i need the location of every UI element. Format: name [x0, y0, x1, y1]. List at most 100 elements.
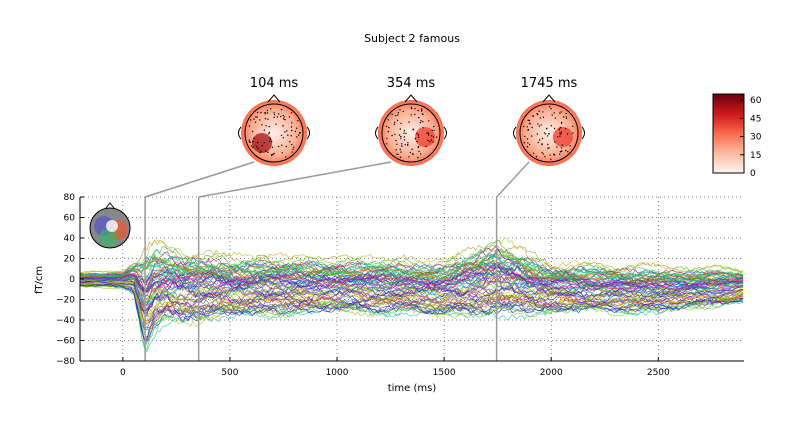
topomap-sensor: [430, 139, 433, 141]
topomap-sensor: [397, 112, 400, 114]
topomap-sensor: [420, 110, 423, 112]
topomap-sensor: [528, 122, 531, 125]
topomap-sensor: [427, 132, 430, 134]
topomap-sensor: [547, 147, 549, 149]
topomap-sensor: [550, 158, 552, 160]
x-tick-label: 500: [221, 368, 238, 378]
topomap-sensor: [252, 140, 254, 143]
topomap-sensor: [403, 130, 406, 132]
y-tick-label: 80: [64, 193, 76, 203]
topomap-sensor: [403, 132, 405, 134]
y-tick-label: 20: [64, 255, 76, 265]
channel-trace: [80, 284, 744, 331]
topomap-sensor: [252, 146, 254, 149]
legend-wheel-white: [106, 220, 118, 232]
topomap-sensor: [264, 118, 267, 120]
topomap-sensor: [420, 108, 423, 110]
topomap-sensor: [255, 116, 257, 118]
topomap-field: [378, 100, 444, 166]
topomap-sensor: [418, 117, 420, 119]
topomap-nose: [404, 94, 418, 103]
channel-trace: [80, 283, 744, 341]
topomap-sensor: [285, 156, 287, 158]
topomap-sensor: [569, 145, 571, 147]
topomap-sensor: [410, 114, 412, 116]
topomap-sensor: [283, 116, 285, 118]
topomap-sensor: [561, 150, 563, 152]
topomap-sensor: [386, 143, 388, 145]
topomap-sensor: [290, 112, 293, 114]
channel-trace: [80, 263, 744, 293]
topomap-sensor: [559, 132, 561, 134]
channel-trace: [80, 280, 744, 312]
topomap-right-ear: [306, 126, 310, 140]
topomap-sensor: [271, 154, 273, 156]
topomap-sensor: [560, 126, 562, 129]
topomap-time-label: 354 ms: [387, 76, 436, 91]
topomap-sensor: [257, 147, 259, 150]
topomap-sensor: [250, 145, 253, 147]
topomap-sensor: [429, 141, 431, 143]
topomap-sensor: [564, 128, 567, 130]
topomap-sensor: [537, 123, 539, 125]
topomap-sensor: [547, 143, 549, 146]
topomap-sensor: [394, 121, 396, 124]
x-tick-label: 1500: [433, 368, 456, 378]
topomap-sensor: [565, 116, 567, 118]
y-tick-label: −20: [56, 296, 75, 306]
topomap-sensor: [536, 133, 539, 135]
topomap-sensor: [554, 117, 557, 119]
colorbar-tick-label: 30: [750, 133, 762, 143]
topomap-sensor: [399, 109, 401, 111]
topomap-left-ear: [375, 126, 379, 140]
topomap-sensor: [407, 142, 409, 144]
topomap-sensor: [418, 145, 420, 148]
topomap-sensor: [284, 118, 286, 121]
topomap-sensor: [572, 125, 574, 128]
topomap-sensor: [291, 129, 293, 132]
topomap-sensor: [551, 114, 553, 116]
topomap-nose: [267, 94, 281, 103]
topomap-sensor: [261, 124, 263, 126]
topomap-sensor: [281, 152, 283, 154]
topomap-sensor: [414, 113, 416, 116]
topomap-sensor: [264, 113, 266, 115]
x-axis-label: time (ms): [388, 383, 437, 394]
x-axis-ticks: 0 500 1000 1500 2000 2500: [120, 357, 670, 378]
topomap-sensor: [291, 151, 293, 153]
topomap-sensor: [566, 133, 569, 135]
topomap-sensor: [432, 141, 434, 143]
topomap-sensor: [386, 137, 388, 139]
topomap-sensor: [282, 125, 284, 127]
topomap-sensor: [278, 113, 280, 115]
topomap-sensor: [556, 146, 558, 148]
topomap-sensor: [249, 119, 252, 121]
topomap-sensor: [539, 117, 541, 119]
topomap-sensor: [290, 126, 293, 128]
topomap-sensor: [427, 134, 430, 136]
topomap-sensor: [256, 111, 259, 114]
topomap-sensor: [248, 125, 251, 127]
topomap-sensor: [565, 117, 568, 120]
topomap-sensor: [395, 139, 397, 142]
topomap-sensor: [532, 115, 534, 117]
topomap-sensor: [523, 125, 525, 128]
topomap-sensor: [280, 109, 283, 111]
topomap-connector: [198, 161, 392, 198]
colorbar: 0 15 30 45 60: [712, 93, 762, 179]
topomap-sensor: [527, 129, 530, 131]
topomap-sensor: [281, 144, 283, 146]
y-tick-label: 40: [64, 234, 76, 244]
topomap-sensor: [393, 123, 396, 125]
topomap-sensor: [285, 145, 287, 148]
topomap-sensor: [388, 126, 390, 129]
topomap-sensor: [280, 115, 282, 118]
topomap-sensor: [297, 134, 300, 136]
topomap-sensor: [532, 152, 535, 154]
topomap-sensor: [398, 134, 401, 136]
channel-trace: [80, 237, 744, 274]
topomap: 1745 ms: [513, 76, 585, 166]
topomap-sensor: [432, 136, 435, 138]
topomap-sensor: [287, 134, 289, 136]
